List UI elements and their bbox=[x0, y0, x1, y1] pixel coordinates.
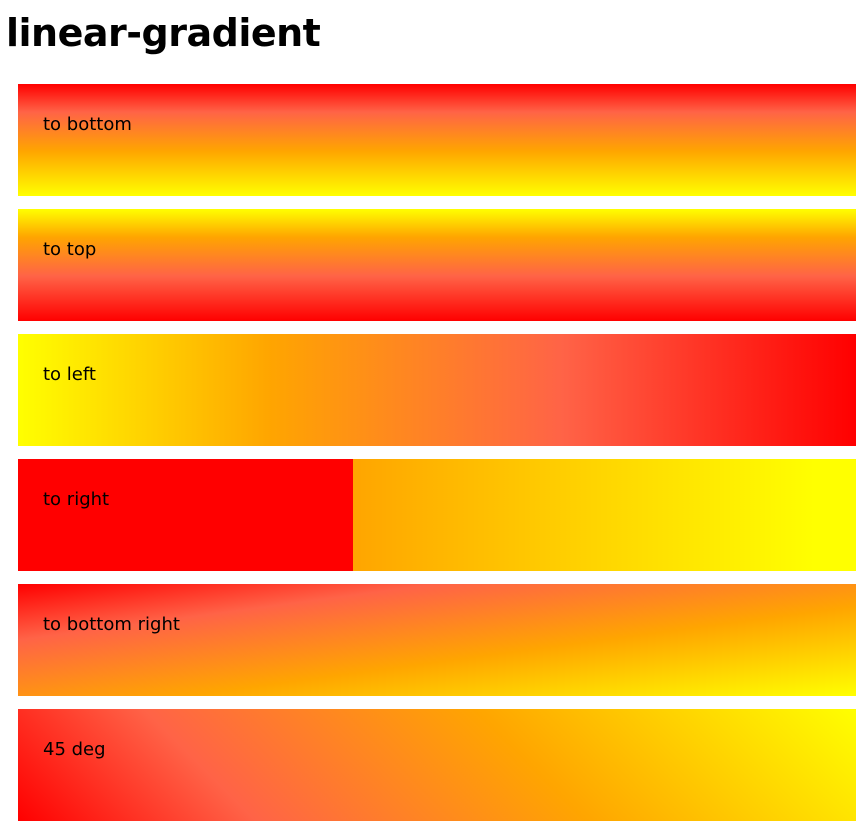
gradient-box-to-bottom-right: to bottom right bbox=[18, 584, 856, 696]
gradient-box-to-left: to left bbox=[18, 334, 856, 446]
gradient-box-label: 45 deg bbox=[43, 739, 106, 760]
gradient-box-label: to bottom bbox=[43, 114, 132, 135]
gradient-box-label: to bottom right bbox=[43, 614, 180, 635]
gradient-box-45-deg: 45 deg bbox=[18, 709, 856, 821]
gradient-box-label: to top bbox=[43, 239, 97, 260]
gradient-box-to-bottom: to bottom bbox=[18, 84, 856, 196]
page-title: linear-gradient bbox=[6, 11, 321, 55]
gradient-box-label: to right bbox=[43, 489, 110, 510]
gradient-box-to-right: to right bbox=[18, 459, 856, 571]
gradient-box-list: to bottom to top to left to right to bot… bbox=[18, 84, 856, 821]
gradient-box-to-top: to top bbox=[18, 209, 856, 321]
gradient-box-label: to left bbox=[43, 364, 96, 385]
